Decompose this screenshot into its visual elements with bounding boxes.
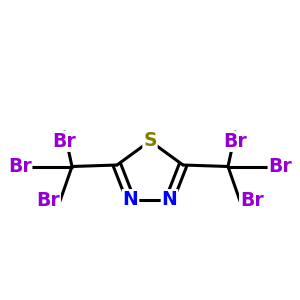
Text: Br: Br xyxy=(240,191,264,211)
Text: S: S xyxy=(143,131,157,151)
Text: N: N xyxy=(162,190,177,209)
Text: N: N xyxy=(123,190,138,209)
Text: Br: Br xyxy=(52,132,76,151)
Text: Br: Br xyxy=(268,157,292,176)
Text: Br: Br xyxy=(8,157,32,176)
Text: Br: Br xyxy=(224,132,248,151)
Text: Br: Br xyxy=(36,191,60,211)
